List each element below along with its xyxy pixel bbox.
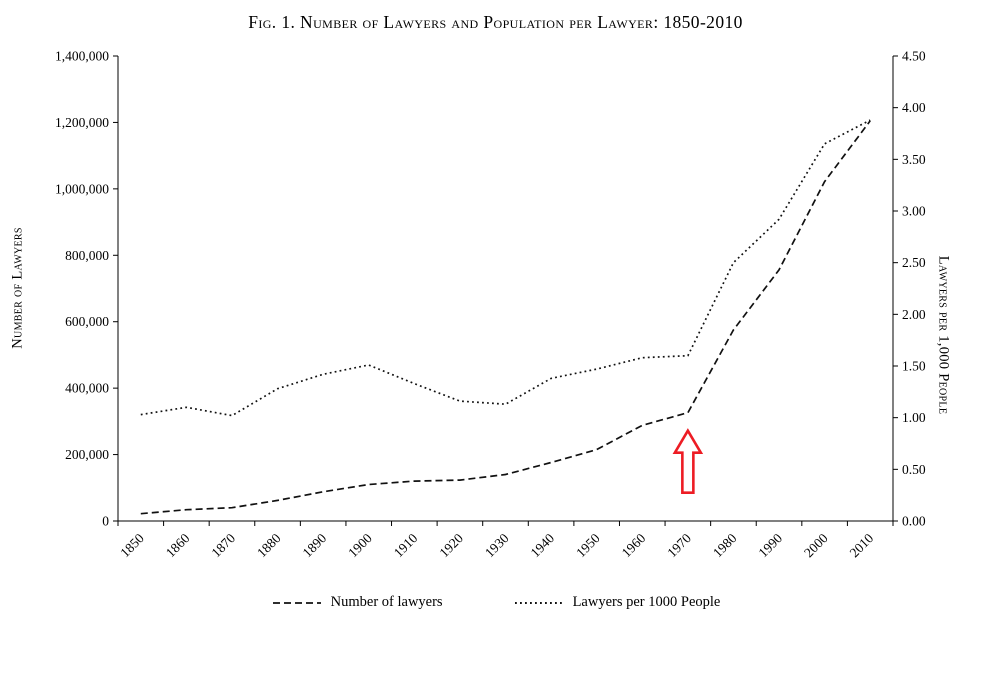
- x-tick-label: 1990: [755, 530, 785, 560]
- right-tick-label: 3.00: [902, 204, 926, 219]
- x-tick-label: 1980: [710, 530, 740, 560]
- left-tick-label: 200,000: [65, 447, 109, 462]
- x-tick-label: 1870: [208, 530, 238, 560]
- plot-svg: 0 200,000 400,000 600,000 800,000 1,000,000 1,…: [55, 49, 926, 561]
- x-tick-label: 1900: [345, 530, 375, 560]
- annotation-up-arrow-icon: [672, 428, 704, 495]
- right-tick-label: 3.50: [902, 152, 926, 167]
- left-tick-label: 400,000: [65, 381, 109, 396]
- x-tick-label: 1970: [664, 530, 694, 560]
- right-tick-label: 2.00: [902, 307, 926, 322]
- right-tick-label: 0.50: [902, 462, 926, 477]
- right-tick-label: 0.00: [902, 514, 926, 529]
- left-tick-label: 600,000: [65, 314, 109, 329]
- right-tick-label: 4.00: [902, 100, 926, 115]
- legend-label-lawyers-per-1000: Lawyers per 1000 People: [572, 594, 721, 610]
- x-tick-label: 1850: [117, 530, 147, 560]
- x-tick-label: 1860: [163, 530, 193, 560]
- x-tick-label: 1890: [300, 530, 330, 560]
- x-tick-label: 1910: [391, 530, 421, 560]
- x-tick-label: 1940: [528, 530, 558, 560]
- x-tick-label: 2010: [847, 530, 877, 560]
- series-line-dashed: [140, 120, 871, 515]
- x-tick-label: 1920: [436, 530, 466, 560]
- legend-item-number-of-lawyers: Number of lawyers: [271, 594, 443, 611]
- x-tick-label: 2000: [801, 530, 831, 560]
- legend-item-lawyers-per-1000: Lawyers per 1000 People: [513, 594, 721, 611]
- left-tick-label: 1,400,000: [55, 49, 109, 64]
- left-tick-label: 1,000,000: [55, 181, 109, 196]
- legend-dotted-line-icon: [514, 601, 563, 604]
- legend: Number of lawyers Lawyers per 1000 Peopl…: [0, 594, 991, 611]
- series-line-dotted: [140, 119, 871, 417]
- left-axis-title: Number of Lawyers: [9, 227, 26, 349]
- left-tick-label: 0: [102, 514, 109, 529]
- x-tick-label: 1950: [573, 530, 603, 560]
- left-tick-label: 1,200,000: [55, 115, 109, 130]
- x-tick-label: 1930: [482, 530, 512, 560]
- chart-area: Number of Lawyers Lawyers per 1,000 Peop…: [0, 35, 991, 580]
- right-tick-label: 1.00: [902, 410, 926, 425]
- right-tick-label: 1.50: [902, 359, 926, 374]
- left-tick-label: 800,000: [65, 248, 109, 263]
- right-axis-title: Lawyers per 1,000 People: [935, 255, 952, 415]
- right-tick-label: 4.50: [902, 49, 926, 64]
- x-tick-label: 1960: [619, 530, 649, 560]
- chart-title: Fig. 1. Number of Lawyers and Population…: [248, 12, 743, 32]
- legend-dashed-line-icon: [272, 601, 321, 604]
- legend-label-number-of-lawyers: Number of lawyers: [330, 594, 443, 610]
- right-tick-label: 2.50: [902, 255, 926, 270]
- x-tick-label: 1880: [254, 530, 284, 560]
